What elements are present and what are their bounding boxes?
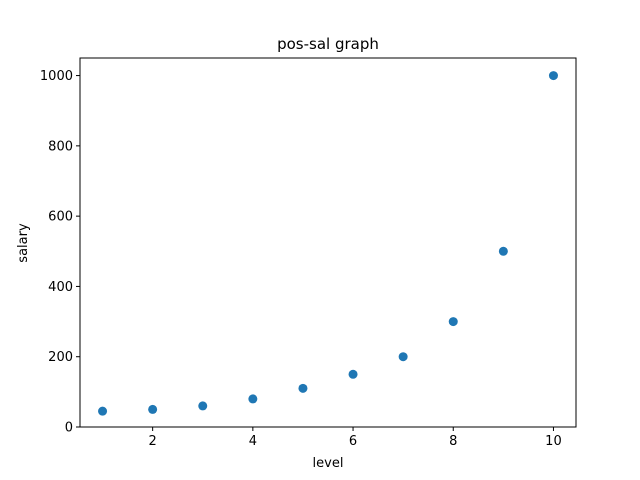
plot-frame [79,57,577,428]
y-tick-label: 1000 [40,69,73,84]
x-tick-label: 2 [149,434,157,449]
data-point [298,383,308,393]
chart-title: pos-sal graph [277,35,379,53]
data-point [498,246,508,256]
data-points [98,71,558,416]
data-point [548,71,558,81]
y-tick-label: 800 [48,139,73,154]
data-point [398,352,408,362]
x-tick-label: 4 [249,434,257,449]
data-point [448,317,458,327]
y-axis-ticks: 0 200 400 600 800 1000 [40,69,80,436]
x-tick-label: 10 [545,434,562,449]
x-axis-ticks: 2 4 6 8 10 [149,427,562,449]
data-point [248,394,258,404]
y-tick-label: 400 [48,280,73,295]
x-axis-label: level [313,456,344,471]
y-tick-label: 200 [48,350,73,365]
x-tick-label: 8 [449,434,457,449]
x-tick-label: 6 [349,434,357,449]
y-tick-label: 0 [65,421,73,436]
data-point [198,401,208,411]
data-point [348,369,358,379]
y-axis-label: salary [16,223,31,263]
data-point [148,404,158,414]
y-tick-label: 600 [48,210,73,225]
data-point [98,406,108,416]
